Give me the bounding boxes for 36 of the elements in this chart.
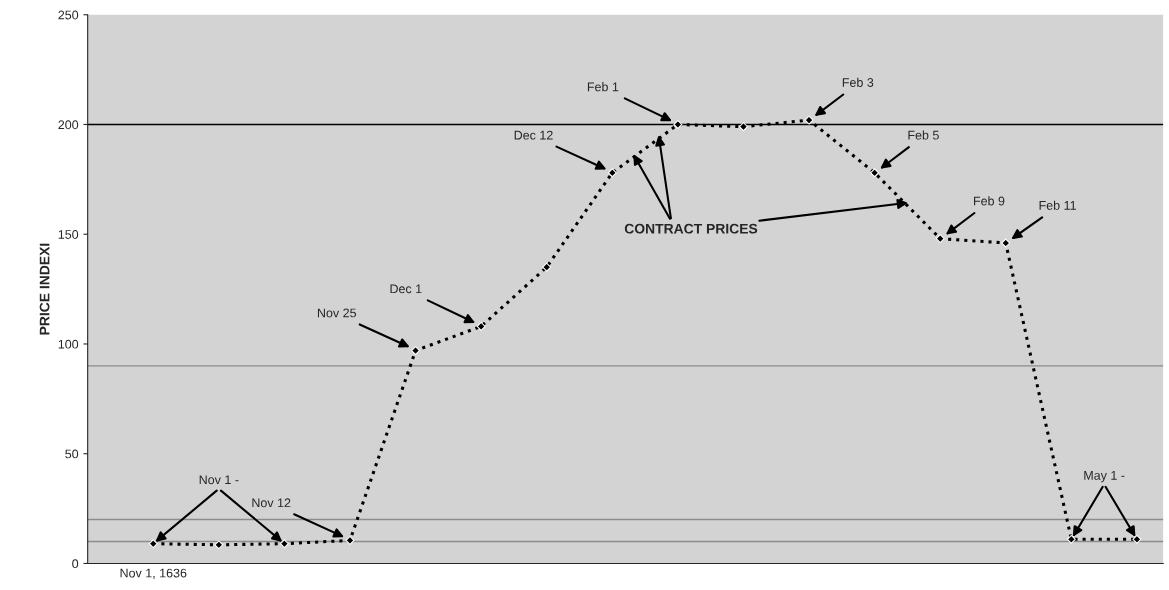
y-tick-label: 100 xyxy=(58,339,79,349)
point xyxy=(804,115,814,125)
annotation: Feb 1 xyxy=(587,82,619,92)
point xyxy=(345,535,355,545)
y-tick-label: 0 xyxy=(72,559,79,569)
point xyxy=(214,540,224,550)
point xyxy=(476,321,486,331)
annotation: Nov 12 xyxy=(252,498,291,508)
point xyxy=(279,539,289,549)
annotation: CONTRACT PRICES xyxy=(624,223,758,234)
y-tick-label: 200 xyxy=(58,120,79,130)
y-axis-title: PRICE INDEXI xyxy=(39,243,50,335)
annotation: Dec 12 xyxy=(514,130,553,140)
annotation: Feb 9 xyxy=(974,196,1005,206)
annotation: Feb 5 xyxy=(908,130,939,140)
x-tick-label: Nov 1, 1636 xyxy=(120,568,187,579)
y-tick-label: 50 xyxy=(65,449,79,459)
annotation: May 1 - xyxy=(1084,471,1125,483)
point xyxy=(935,234,945,244)
annotation: Feb 3 xyxy=(842,77,874,87)
y-tick-label: 150 xyxy=(58,230,79,239)
annotation: Feb 11 xyxy=(1039,200,1076,210)
point xyxy=(739,122,748,132)
point xyxy=(411,346,421,355)
point xyxy=(542,262,552,272)
point xyxy=(1066,534,1076,544)
y-tick-label: 250 xyxy=(58,10,79,20)
annotation: Dec 1 xyxy=(390,284,422,294)
point xyxy=(1001,238,1011,248)
point xyxy=(607,168,617,178)
point xyxy=(1132,534,1142,544)
annotation: Nov 25 xyxy=(317,308,357,318)
point xyxy=(870,168,880,178)
point xyxy=(673,120,683,129)
point xyxy=(148,539,158,549)
annotation: Nov 1 - xyxy=(199,475,239,485)
